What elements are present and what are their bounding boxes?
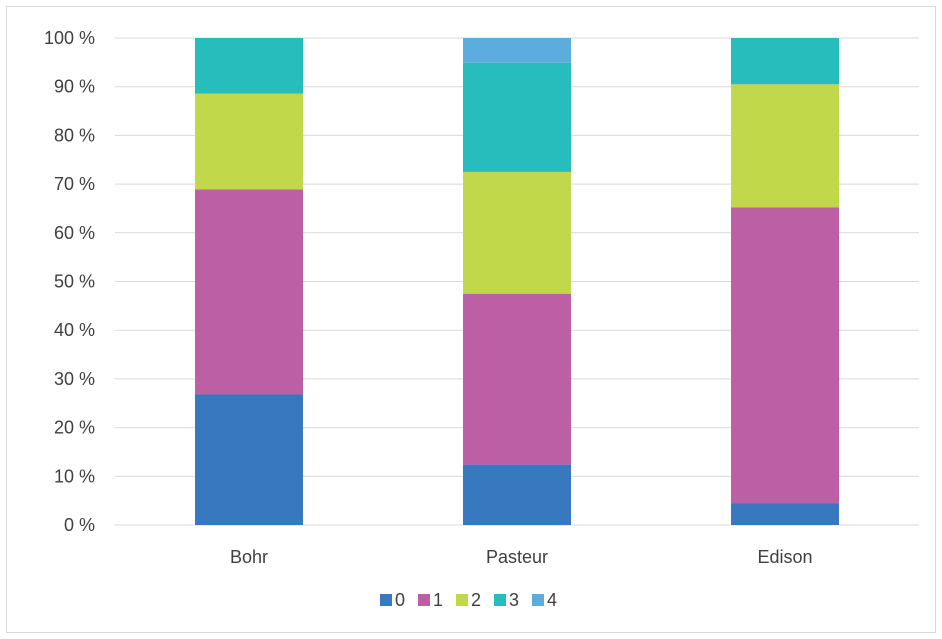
x-tick-label: Bohr: [230, 547, 268, 567]
x-tick-label: Pasteur: [486, 547, 548, 567]
bar-segment-bohr-series-2: [195, 93, 303, 190]
y-tick-label: 90 %: [54, 77, 95, 97]
legend: 0 1 2 3 4: [380, 590, 557, 610]
y-tick-label: 80 %: [54, 125, 95, 145]
bar-segment-edison-series-0: [731, 503, 839, 525]
bar-segment-bohr-series-3: [195, 38, 303, 94]
bars: [195, 38, 839, 525]
legend-swatch-3: [494, 594, 506, 606]
chart-frame: 0 % 10 % 20 % 30 % 40 % 50 % 60 % 70 % 80 % 90 % 1…: [6, 6, 936, 633]
legend-label: 4: [547, 590, 557, 610]
legend-swatch-0: [380, 594, 392, 606]
y-tick-label: 50 %: [54, 272, 95, 292]
y-tick-label: 60 %: [54, 223, 95, 243]
y-tick-label: 20 %: [54, 418, 95, 438]
y-tick-label: 30 %: [54, 369, 95, 389]
y-axis-ticks: 0 % 10 % 20 % 30 % 40 % 50 % 60 % 70 % 80 % 90 % 1…: [44, 28, 95, 535]
y-tick-label: 40 %: [54, 320, 95, 340]
legend-swatch-2: [456, 594, 468, 606]
legend-label: 2: [471, 590, 481, 610]
bar-segment-pasteur-series-2: [463, 171, 571, 294]
y-tick-label: 70 %: [54, 174, 95, 194]
legend-label: 1: [433, 590, 443, 610]
bar-segment-edison-series-3: [731, 38, 839, 85]
legend-label: 3: [509, 590, 519, 610]
bar-segment-pasteur-series-1: [463, 293, 571, 465]
bar-segment-edison-series-2: [731, 84, 839, 208]
x-axis-ticks: Bohr Pasteur Edison: [230, 547, 813, 567]
y-tick-label: 10 %: [54, 466, 95, 486]
bar-segment-edison-series-1: [731, 207, 839, 504]
legend-swatch-4: [532, 594, 544, 606]
legend-swatch-1: [418, 594, 430, 606]
bar-segment-bohr-series-1: [195, 189, 303, 395]
bar-segment-pasteur-series-4: [463, 38, 571, 63]
y-tick-label: 0 %: [64, 515, 95, 535]
bar-segment-pasteur-series-0: [463, 464, 571, 525]
stacked-bar-chart: 0 % 10 % 20 % 30 % 40 % 50 % 60 % 70 % 80 % 90 % 1…: [44, 28, 919, 610]
bar-segment-bohr-series-0: [195, 394, 303, 525]
y-tick-label: 100 %: [44, 28, 95, 48]
legend-label: 0: [395, 590, 405, 610]
bar-segment-pasteur-series-3: [463, 62, 571, 172]
x-tick-label: Edison: [757, 547, 812, 567]
